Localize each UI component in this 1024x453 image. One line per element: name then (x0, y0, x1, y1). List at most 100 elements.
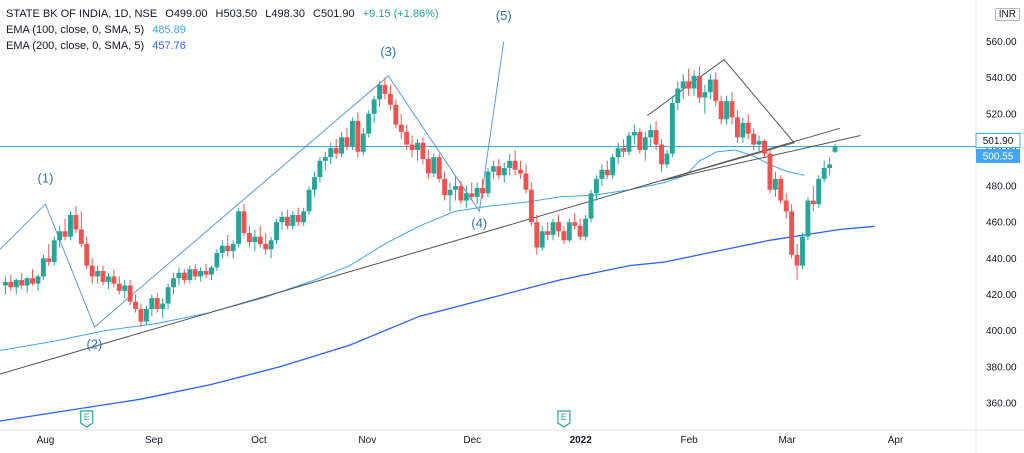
price-tag-bg (976, 148, 1020, 163)
candle-body (425, 158, 431, 174)
candle (19, 272, 25, 290)
candle (442, 171, 448, 201)
time-tick-label: Nov (358, 435, 376, 446)
candle (751, 128, 757, 150)
candle-body (463, 193, 469, 201)
time-tick-label: Sep (145, 435, 163, 446)
time-tick-label: 2022 (570, 435, 593, 446)
candle-body (2, 281, 8, 286)
candle (610, 153, 616, 179)
candle (697, 66, 702, 103)
candle (284, 209, 290, 230)
candle-body (171, 278, 176, 288)
ema200-value: 457.76 (152, 40, 186, 52)
candle-body (279, 216, 285, 223)
candle (783, 193, 789, 219)
candle-body (404, 131, 410, 145)
candle (561, 225, 567, 244)
candle (588, 189, 594, 223)
candle-body (236, 211, 242, 244)
price-tag-label: 501.90 (983, 136, 1014, 147)
ema200-legend[interactable]: EMA (200, close, 0, SMA, 5) 457.76 (6, 40, 191, 52)
candle (274, 218, 279, 244)
candle (734, 110, 740, 143)
symbol-name: STATE BK OF INDIA, 1D, NSE (6, 8, 158, 20)
candle (409, 135, 415, 158)
candle (219, 240, 225, 259)
candle-body (653, 130, 659, 145)
consolidation-channel (646, 58, 795, 182)
candle (816, 175, 822, 208)
candle-body (377, 84, 383, 100)
candle (95, 265, 101, 284)
candle (691, 70, 697, 96)
price-tick-label: 460.00 (986, 218, 1017, 229)
candle-body (745, 122, 751, 134)
candle (263, 233, 269, 255)
candle-body (772, 178, 778, 190)
candle (344, 128, 350, 150)
candle (339, 131, 345, 158)
candle (425, 149, 431, 179)
price-tick-label: 480.00 (986, 182, 1017, 193)
candle (377, 81, 383, 107)
candle-body (149, 298, 155, 309)
candle (160, 298, 166, 318)
candle (778, 175, 784, 205)
candle-body (268, 240, 274, 250)
candle-body (30, 278, 35, 284)
candle-body (349, 121, 355, 147)
candle (35, 274, 41, 291)
candle (301, 207, 307, 226)
candle-body (805, 200, 811, 237)
candle (257, 225, 263, 248)
candle (669, 95, 675, 158)
candle (111, 269, 117, 288)
candle-body (480, 187, 486, 194)
candle (474, 182, 480, 205)
candle-body (550, 222, 556, 235)
candle (800, 233, 805, 270)
candle-body (35, 276, 41, 284)
candle (116, 276, 122, 295)
candle-body (507, 160, 513, 169)
candle-body (816, 178, 822, 205)
candle-body (393, 104, 399, 125)
candle-body (333, 148, 339, 154)
candle-body (599, 169, 605, 179)
candle-body (398, 124, 404, 132)
candle (393, 99, 399, 129)
candle-body (718, 101, 724, 120)
earnings-badge (80, 410, 94, 428)
candle-body (821, 168, 827, 179)
candle-body (366, 113, 372, 134)
candle (447, 182, 453, 212)
candle (469, 182, 475, 201)
candle-body (181, 272, 187, 281)
candle (572, 213, 578, 230)
candle-body (328, 148, 334, 158)
candle-body (431, 157, 437, 174)
candle (57, 225, 63, 248)
candle-body (615, 148, 621, 158)
candle-body (724, 101, 730, 120)
candle-body (447, 189, 453, 196)
candle (415, 139, 420, 161)
ema100-legend[interactable]: EMA (100, close, 0, SMA, 5) 485.89 (6, 24, 191, 36)
candle (51, 236, 57, 266)
candle-body (214, 252, 220, 268)
candle (523, 164, 529, 194)
candle (718, 95, 724, 125)
currency-button[interactable]: INR (994, 8, 1020, 21)
candle (176, 267, 182, 286)
candle-body (317, 160, 323, 178)
candle (252, 229, 258, 252)
candle (230, 240, 236, 259)
candle-body (610, 157, 616, 176)
ohlc-close: C501.90 (313, 8, 355, 20)
candle-body (577, 225, 583, 237)
candle (306, 186, 312, 215)
candle (821, 160, 827, 183)
candle (62, 218, 68, 241)
